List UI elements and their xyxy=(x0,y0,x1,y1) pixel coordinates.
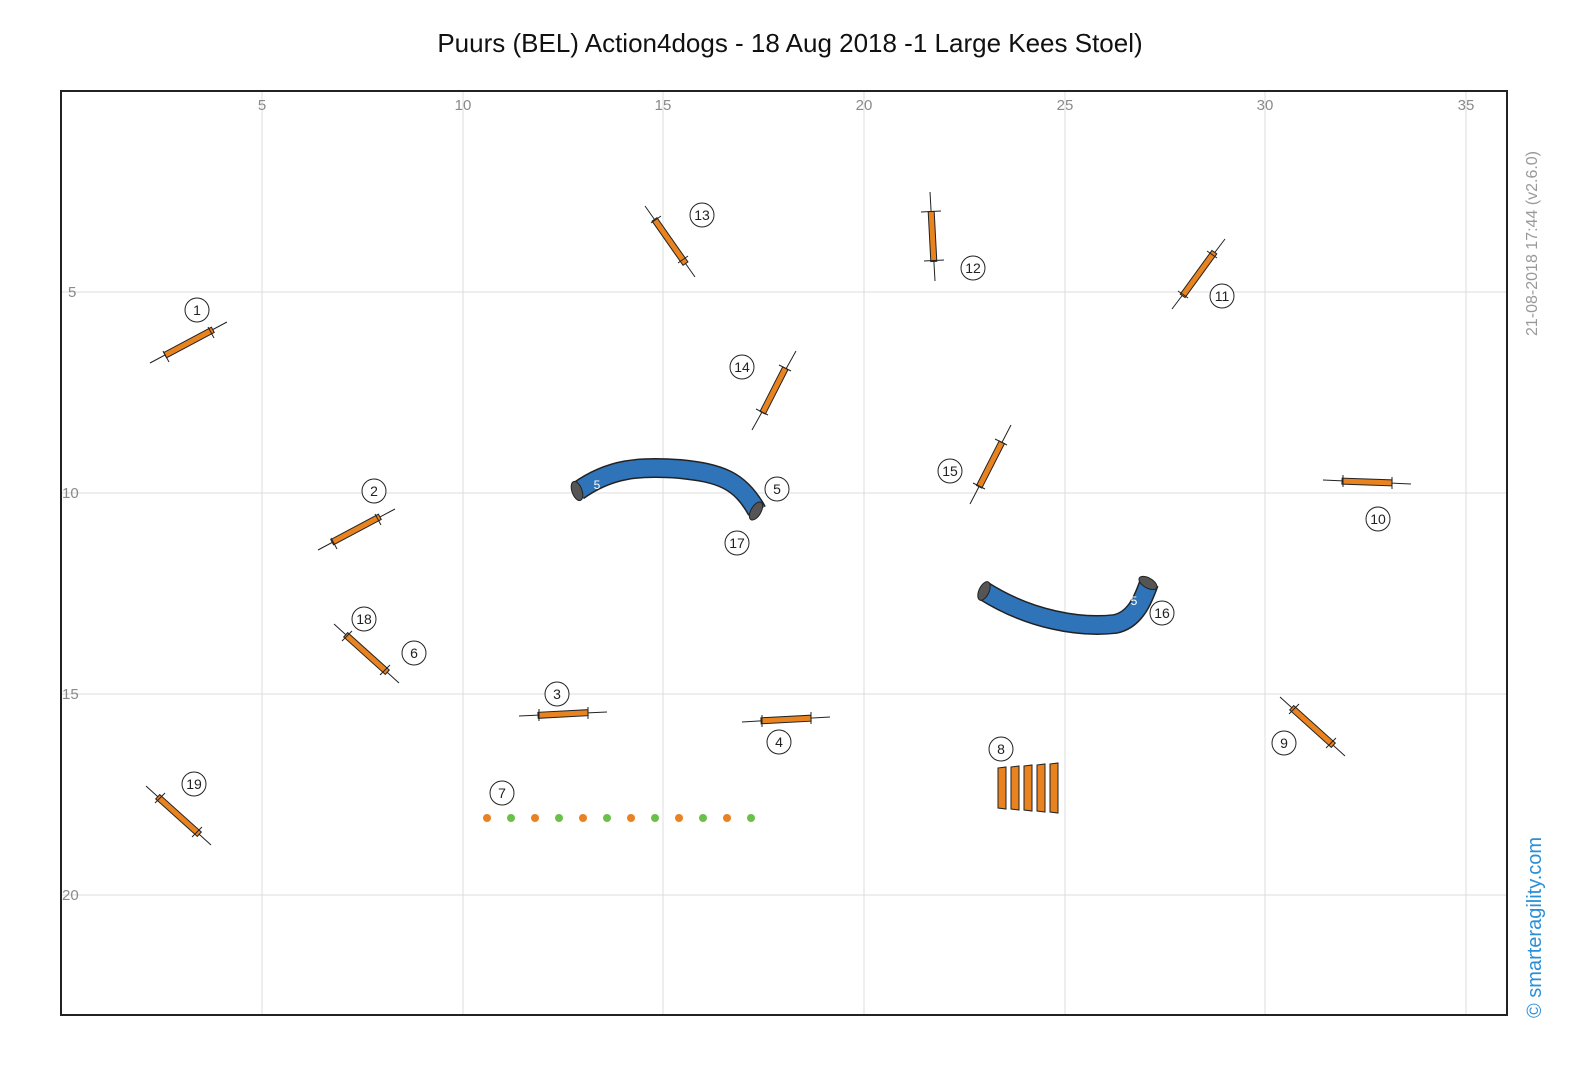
x-axis-ticks: 5 10 15 20 25 30 35 xyxy=(258,97,1475,114)
number-circle-10: 10 xyxy=(1365,506,1391,532)
panel-wall-icon xyxy=(997,762,1059,814)
number-circle-3: 3 xyxy=(544,681,570,707)
svg-text:10: 10 xyxy=(1370,511,1386,527)
jump-13 xyxy=(644,205,696,278)
x-tick-label: 30 xyxy=(1257,97,1274,114)
x-tick-label: 25 xyxy=(1057,97,1074,114)
svg-text:19: 19 xyxy=(186,776,202,792)
x-tick-label: 10 xyxy=(455,97,472,114)
jump-4 xyxy=(741,712,831,727)
y-tick-label: 15 xyxy=(62,686,79,703)
number-circle-7: 7 xyxy=(489,780,515,806)
number-circle-15: 15 xyxy=(937,458,963,484)
svg-text:9: 9 xyxy=(1280,735,1288,751)
jump-2 xyxy=(317,508,396,551)
jump-15 xyxy=(969,424,1012,505)
grid-lines xyxy=(61,91,1507,1015)
svg-text:3: 3 xyxy=(553,686,561,702)
tunnel-length-label: 5 xyxy=(594,478,601,492)
number-circle-6: 6 xyxy=(401,640,427,666)
course-title: Puurs (BEL) Action4dogs - 18 Aug 2018 -1… xyxy=(437,28,1143,58)
number-circle-17: 17 xyxy=(724,530,750,556)
x-tick-label: 5 xyxy=(258,97,266,114)
number-circle-19: 19 xyxy=(181,771,207,797)
jump-12 xyxy=(920,191,945,282)
svg-text:8: 8 xyxy=(997,741,1005,757)
jump-14 xyxy=(751,350,797,431)
number-circle-2: 2 xyxy=(361,478,387,504)
number-circle-11: 11 xyxy=(1209,283,1235,309)
svg-text:4: 4 xyxy=(775,734,783,750)
x-tick-label: 20 xyxy=(856,97,873,114)
number-circle-9: 9 xyxy=(1271,730,1297,756)
svg-text:17: 17 xyxy=(729,535,745,551)
brand-link[interactable]: © smarteragility.com xyxy=(1524,836,1546,1018)
obstacle-numbers: 1 2 3 4 18 6 9 10 11 12 13 14 15 19 5 17… xyxy=(181,202,1391,806)
number-circle-16: 16 xyxy=(1149,600,1175,626)
number-circle-12: 12 xyxy=(960,255,986,281)
weave-poles xyxy=(483,814,755,822)
svg-text:5: 5 xyxy=(773,481,781,497)
svg-text:15: 15 xyxy=(942,463,958,479)
svg-text:12: 12 xyxy=(965,260,981,276)
svg-text:14: 14 xyxy=(734,359,750,375)
svg-text:18: 18 xyxy=(356,611,372,627)
jump-10 xyxy=(1322,475,1412,489)
y-axis-ticks: 5 10 15 20 xyxy=(62,284,79,904)
jump-3 xyxy=(518,707,608,721)
jump-18-6 xyxy=(333,623,400,684)
jump-1 xyxy=(149,321,228,364)
jump-9 xyxy=(1279,696,1346,757)
svg-text:6: 6 xyxy=(410,645,418,661)
svg-text:2: 2 xyxy=(370,483,378,499)
svg-text:7: 7 xyxy=(498,785,506,801)
number-circle-13: 13 xyxy=(689,202,715,228)
tunnel-length-label: 5 xyxy=(1131,594,1138,608)
y-tick-label: 5 xyxy=(68,284,76,301)
timestamp-version: 21-08-2018 17:44 (v2.6.0) xyxy=(1524,150,1541,336)
tunnel-1: 5 xyxy=(570,457,766,521)
svg-text:13: 13 xyxy=(694,207,710,223)
jump-19 xyxy=(145,785,212,846)
number-circle-4: 4 xyxy=(766,729,792,755)
number-circle-18: 18 xyxy=(351,606,377,632)
jump-11 xyxy=(1171,238,1226,310)
y-tick-label: 10 xyxy=(62,485,79,502)
number-circle-14: 14 xyxy=(729,354,755,380)
svg-text:11: 11 xyxy=(1215,288,1230,304)
tunnel-2: 5 xyxy=(977,575,1159,635)
y-tick-label: 20 xyxy=(62,887,79,904)
number-circle-1: 1 xyxy=(184,297,210,323)
number-circle-5: 5 xyxy=(764,476,790,502)
svg-text:1: 1 xyxy=(193,302,201,318)
number-circle-8: 8 xyxy=(988,736,1014,762)
svg-text:16: 16 xyxy=(1154,605,1170,621)
x-tick-label: 15 xyxy=(655,97,672,114)
course-frame xyxy=(60,90,1508,1016)
x-tick-label: 35 xyxy=(1458,97,1475,114)
